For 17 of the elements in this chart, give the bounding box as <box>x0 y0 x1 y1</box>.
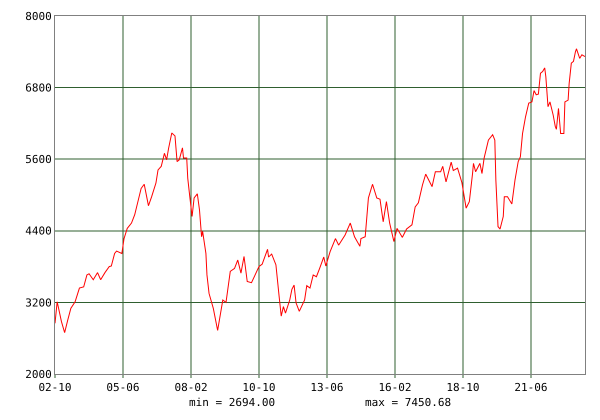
x-tick-label: 05-06 <box>106 381 140 394</box>
x-tick-label: 02-10 <box>38 381 72 394</box>
x-tick-label: 13-06 <box>310 381 344 394</box>
x-tick-label: 10-10 <box>242 381 276 394</box>
y-tick-label: 4400 <box>25 224 52 238</box>
x-tick-label: 21-06 <box>514 381 548 394</box>
x-tick-label: 18-10 <box>446 381 480 394</box>
y-tick-label: 3200 <box>25 296 52 310</box>
text: min = 2694.00 <box>189 396 276 409</box>
line-series <box>55 48 585 334</box>
text: max = 7450.68 <box>365 396 452 409</box>
y-tick-label: 6800 <box>25 81 52 94</box>
y-tick-label: 8000 <box>25 10 52 23</box>
x-tick-label: 16-02 <box>378 381 412 394</box>
y-tick-label: 2000 <box>25 368 52 381</box>
y-tick-label: 5600 <box>25 153 52 166</box>
x-tick-label: 08-02 <box>174 381 208 394</box>
